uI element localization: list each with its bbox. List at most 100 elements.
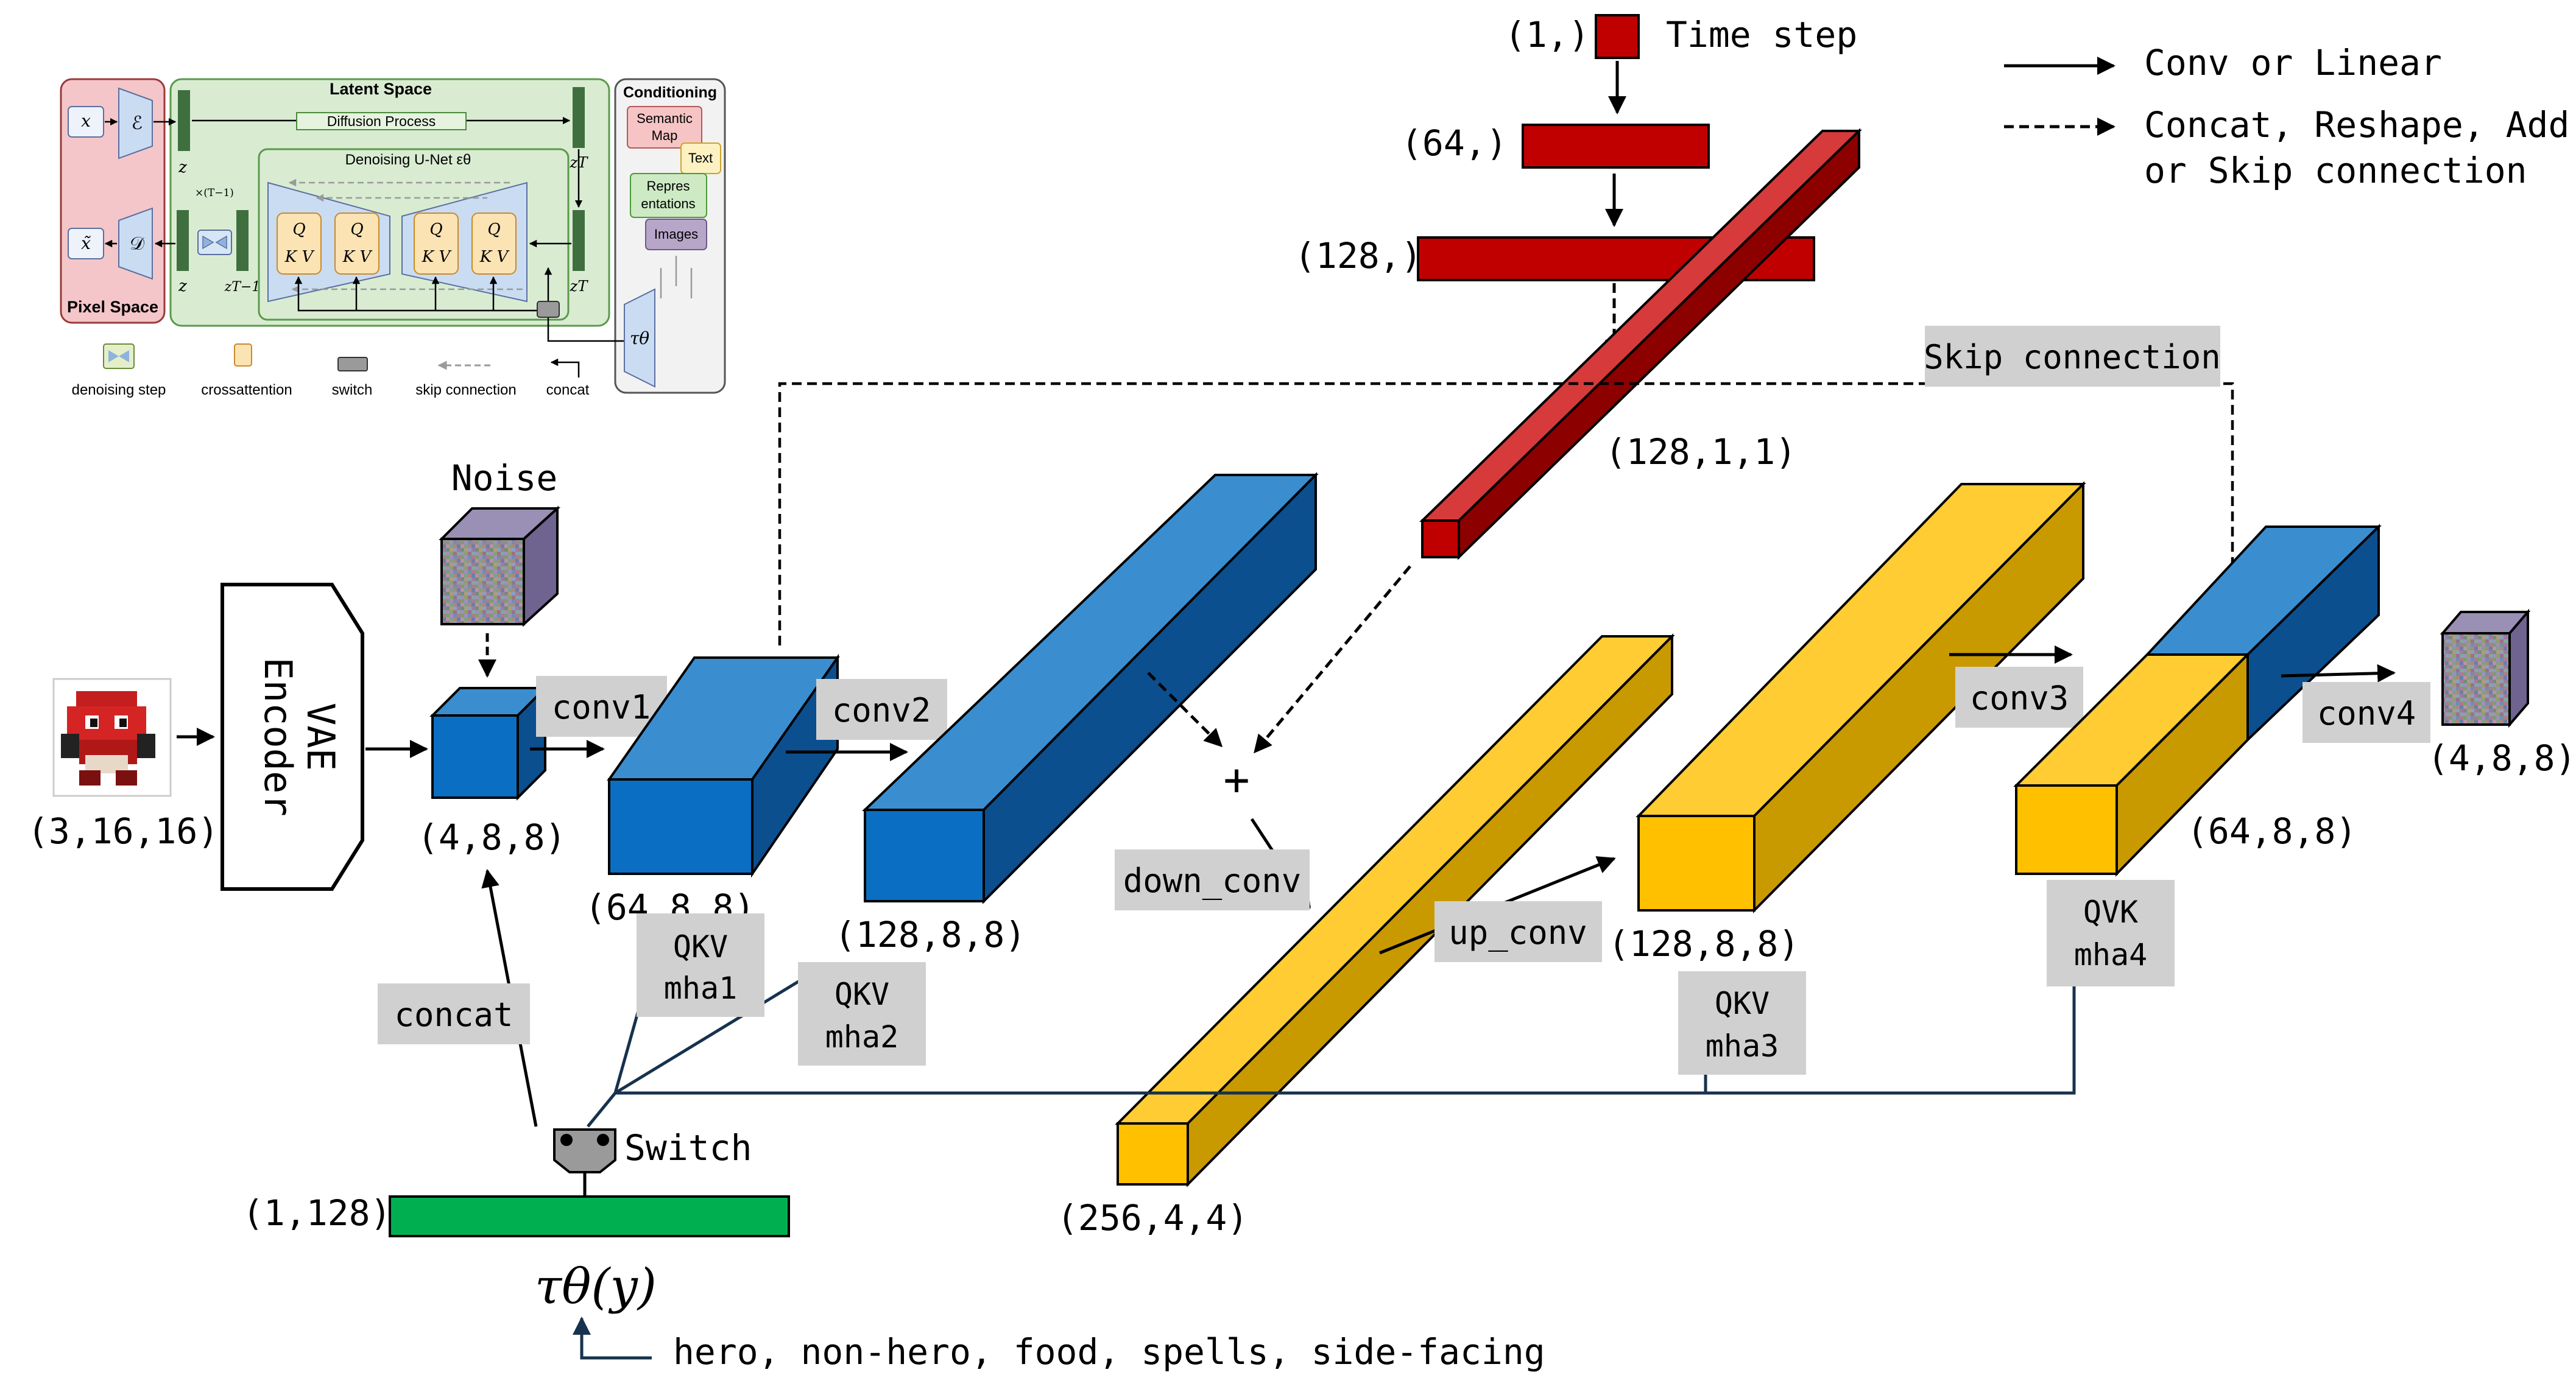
skip-connection-label-box [1925,326,2220,387]
conv4-label-box [2303,682,2430,743]
svg-text:K V: K V [342,248,373,266]
legend-switch: switch [332,382,373,398]
legend-denoising-step: denoising step [72,382,166,398]
noise-cube [439,505,561,627]
skip-connection-line [778,382,2241,645]
block-128-8-8-down-shape: (128,8,8) [835,914,1026,955]
legend-concat: concat [546,382,590,398]
svg-text:Q: Q [292,220,305,239]
conv2-label: conv2 [832,691,931,729]
linear1-bar [1522,124,1710,169]
semantic-map-label-1: Semantic [637,111,693,126]
timestep-label: Time step [1666,14,1857,55]
mha1-label-2: mha1 [664,971,737,1006]
time-embedding: (1,) Time step (64,) (128,) (128,1,1) [1254,14,1862,754]
x-tilde-symbol: x̃ [81,233,91,253]
mha4-label-2: mha4 [2074,937,2147,972]
down-conv-label: down_conv [1123,862,1302,900]
legend-crossattention: crossattention [201,382,292,398]
plus-symbol: + [1223,754,1249,805]
concat-label-box [378,983,530,1044]
output-noise-cube [2440,608,2531,728]
qkv-block-4: Q K V [471,213,517,275]
legend-dashed-label-1: Concat, Reshape, Add [2144,104,2569,146]
mha3-label-box [1678,971,1806,1075]
inset-switch-icon [537,301,560,318]
semantic-map-label-2: Map [652,128,678,143]
representations-box [630,173,707,218]
up-path: (256,4,4) up_conv (128,8,8) conv3 (64,8,… [1057,481,2576,1239]
z-bar-bottom [177,210,189,271]
denoising-unet-title: Denoising U-Net εθ [345,152,471,168]
down-path: conv1 (64,8,8) conv2 (128,8,8) + down_co… [530,472,1319,955]
inset-encoder-trapezoid [118,87,153,160]
denoise-step-icon [197,230,232,255]
mha3-label-2: mha3 [1706,1028,1779,1064]
concat-label: concat [394,996,513,1034]
svg-text:K V: K V [284,248,315,266]
legend: Conv or Linear Concat, Reshape, Add or S… [2004,42,2569,191]
inset-decoder-symbol: 𝒟 [130,233,144,255]
bottleneck-bar [1115,633,1675,1187]
inset-encoder-symbol: ℰ [132,113,143,134]
conditioning-path: concat QKV mha1 QKV mha2 QKV mha3 QVK mh… [242,869,2175,1373]
input-section: (3,16,16) VAE Encoder Noise (4,8,8) [27,457,566,891]
mha1-label-box [637,913,764,1017]
input-image-shape: (3,16,16) [27,810,219,852]
zT-bar-bottom [573,210,585,271]
diffusion-process-box [296,112,467,130]
vae-encoder-shape [221,583,364,891]
representations-label-2: entations [641,196,695,211]
diffusion-process-label: Diffusion Process [327,113,436,129]
mha1-label-1: QKV [673,929,728,965]
cond-vector-bar [389,1195,790,1237]
switch-icon [553,1128,616,1197]
up-conv-label: up_conv [1449,913,1587,952]
block-64-8-8-out [2013,524,2382,877]
pixel-space-title: Pixel Space [67,298,158,316]
svg-text:Q: Q [429,220,442,239]
input-sprite-image [61,691,155,786]
cond-classes: hero, non-hero, food, spells, side-facin… [673,1331,1545,1373]
ldm-inset: Latent Space Pixel Space Conditioning x … [60,78,726,398]
images-label: Images [654,227,698,242]
z-label-bottom: z [178,277,187,295]
mha4-label-box [2047,880,2175,986]
block-128-8-8-down [862,472,1319,904]
linear2-shape: (128,) [1294,235,1422,276]
output-shape: (4,8,8) [2427,737,2576,779]
conv3-label-box [1955,667,2083,728]
svg-text:K V: K V [422,248,452,266]
mha4-label-1: QVK [2083,895,2138,930]
up-conv-label-box [1434,901,1602,962]
legend-dashed-label-2: or Skip connection [2144,150,2527,191]
skip-connection-label: Skip connection [1924,338,2221,376]
legend-skip-connection: skip connection [415,382,516,398]
switch-label: Switch [624,1127,752,1169]
vae-encoder-label-1: VAE [298,703,343,771]
conv1-label: conv1 [552,688,651,726]
semantic-map-box [627,106,702,149]
linear1-shape: (64,) [1401,122,1508,164]
svg-text:Q: Q [350,220,363,239]
reshaped-shape: (128,1,1) [1605,431,1796,473]
bottleneck-shape: (256,4,4) [1057,1197,1248,1239]
legend-solid-label: Conv or Linear [2144,42,2442,83]
mha3-label-1: QKV [1715,986,1770,1021]
latent-cube [429,685,548,801]
x-tilde-box [68,228,104,259]
inset-decoder-trapezoid [118,207,153,280]
tau-theta-label: τθ(y) [535,1258,657,1315]
noise-label: Noise [451,457,558,499]
x-symbol: x [81,111,91,131]
cond-vector-shape: (1,128) [242,1192,391,1234]
x-input-box [68,106,104,138]
conv4-label: conv4 [2317,694,2416,733]
conv3-label: conv3 [1970,679,2069,717]
conditioning-title: Conditioning [623,84,717,101]
cond-classes-arrow [573,1316,652,1360]
zT-bar-top [573,87,585,148]
z-bar-top [178,90,190,151]
